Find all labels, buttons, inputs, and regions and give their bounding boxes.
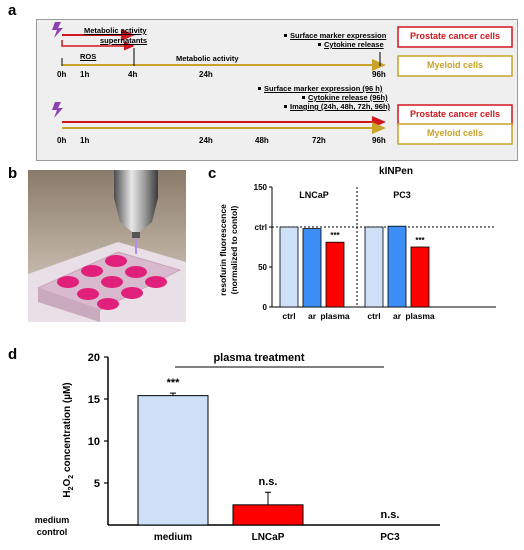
- t2-tick-72h: 72h: [312, 136, 326, 145]
- bar-LNCaP-plasma: [325, 241, 345, 308]
- panel-b-label: b: [8, 165, 18, 182]
- panel-c-label: c: [208, 165, 217, 182]
- cytokine-label: Cytokine release: [324, 40, 384, 49]
- plasma-lightning-icon: [52, 102, 63, 118]
- chart-d-ytick: 5: [94, 478, 100, 490]
- chart-kinpen: kINPen 0 50 ctrl 150 resofurin fluorescence(n…: [218, 166, 496, 321]
- chart-d-significance: ***: [167, 377, 181, 389]
- chart-d-baseline-label-line2: control: [37, 527, 68, 537]
- ros-label: ROS: [80, 52, 97, 61]
- timeline-svg: [52, 22, 513, 145]
- chart-d-ytick: 15: [88, 394, 100, 406]
- chart-c-group-label: LNCaP: [299, 190, 329, 200]
- t1-tick-0h: 0h: [57, 70, 67, 79]
- metabolic-activity-mid: Metabolic activity: [176, 54, 239, 63]
- plasma-jet-photo: [28, 170, 186, 322]
- chart-d-bracket-label: plasma treatment: [213, 352, 304, 364]
- prostate-label-1: Prostate cancer cells: [409, 31, 501, 41]
- supernatants-label: supernatants: [100, 36, 148, 45]
- chart-c-ytick: 150: [254, 183, 268, 192]
- surface-marker-label: Surface marker expression: [290, 31, 387, 40]
- chart-d-ytick: 20: [88, 352, 100, 364]
- bar-LNCaP-ctrl: [279, 226, 299, 308]
- prostate-box-1: [397, 26, 513, 48]
- chart-c-significance: ***: [330, 231, 340, 240]
- bar-medium: [137, 395, 209, 526]
- prostate-label-2: Prostate cancer cells: [409, 109, 501, 119]
- t2-tick-0h: 0h: [57, 136, 67, 145]
- chart-d-significance: n.s.: [259, 476, 278, 488]
- chart-d-significance: n.s.: [381, 509, 400, 521]
- chart-c-significance: ***: [415, 236, 425, 245]
- t2-tick-24h: 24h: [199, 136, 213, 145]
- chart-c-ytick: 0: [263, 303, 268, 312]
- chart-c-xtick: ar: [393, 311, 402, 321]
- chart-d-xtick: LNCaP: [252, 532, 285, 543]
- supernatant-arrow: [61, 40, 135, 51]
- t1-tick-96h: 96h: [372, 70, 386, 79]
- t2-tick-96h: 96h: [372, 136, 386, 145]
- chart-c-ytick: ctrl: [255, 223, 267, 232]
- myeloid-label-1: Myeloid cells: [426, 60, 484, 70]
- t2-tick-1h: 1h: [80, 136, 90, 145]
- chart-c-xtick: ctrl: [282, 311, 295, 321]
- t1-tick-24h: 24h: [199, 70, 213, 79]
- t2-tick-48h: 48h: [255, 136, 269, 145]
- chart-c-group-label: PC3: [393, 190, 411, 200]
- chart-c-xtick: ctrl: [367, 311, 380, 321]
- imaging-label: Imaging (24h, 48h, 72h, 96h): [290, 102, 391, 111]
- chart-c-xtick: ar: [308, 311, 317, 321]
- cytokine-96-label: Cytokine release (96h): [308, 93, 388, 102]
- bar-PC3-ctrl: [364, 226, 384, 308]
- chart-d-baseline-label-line1: medium: [35, 515, 70, 525]
- bar-LNCaP-ar: [302, 228, 322, 308]
- chart-c-title: kINPen: [379, 166, 413, 177]
- chart-c-xtick: plasma: [405, 311, 435, 321]
- chart-d-xtick: PC3: [380, 532, 400, 543]
- chart-d-xtick: medium: [154, 532, 192, 543]
- metabolic-activity-label: Metabolic activity: [84, 26, 147, 35]
- bar-LNCaP: [232, 504, 304, 526]
- bar-PC3-plasma: [410, 246, 430, 308]
- surface-marker-96-label: Surface marker expression (96 h): [264, 84, 383, 93]
- chart-c-ylabel: resofurin fluorescence(normalized to con…: [218, 204, 239, 296]
- myeloid-label-2: Myeloid cells: [426, 128, 484, 138]
- myeloid-box-2: [397, 123, 513, 145]
- chart-h2o2: 5 10 15 20 H2O2 concentration (µM) medium cont…: [35, 352, 440, 543]
- chart-d-ylabel: H2O2 concentration (µM): [62, 382, 75, 497]
- plasma-lightning-icon: [52, 22, 63, 38]
- panel-a-label: a: [8, 2, 17, 19]
- t1-tick-1h: 1h: [80, 70, 90, 79]
- chart-c-xtick: plasma: [320, 311, 350, 321]
- chart-d-ytick: 10: [88, 436, 100, 448]
- bar-PC3-ar: [387, 225, 407, 308]
- myeloid-box-1: [397, 55, 513, 77]
- chart-c-ytick: 50: [258, 263, 267, 272]
- panel-d-label: d: [8, 346, 18, 363]
- t1-tick-4h: 4h: [128, 70, 138, 79]
